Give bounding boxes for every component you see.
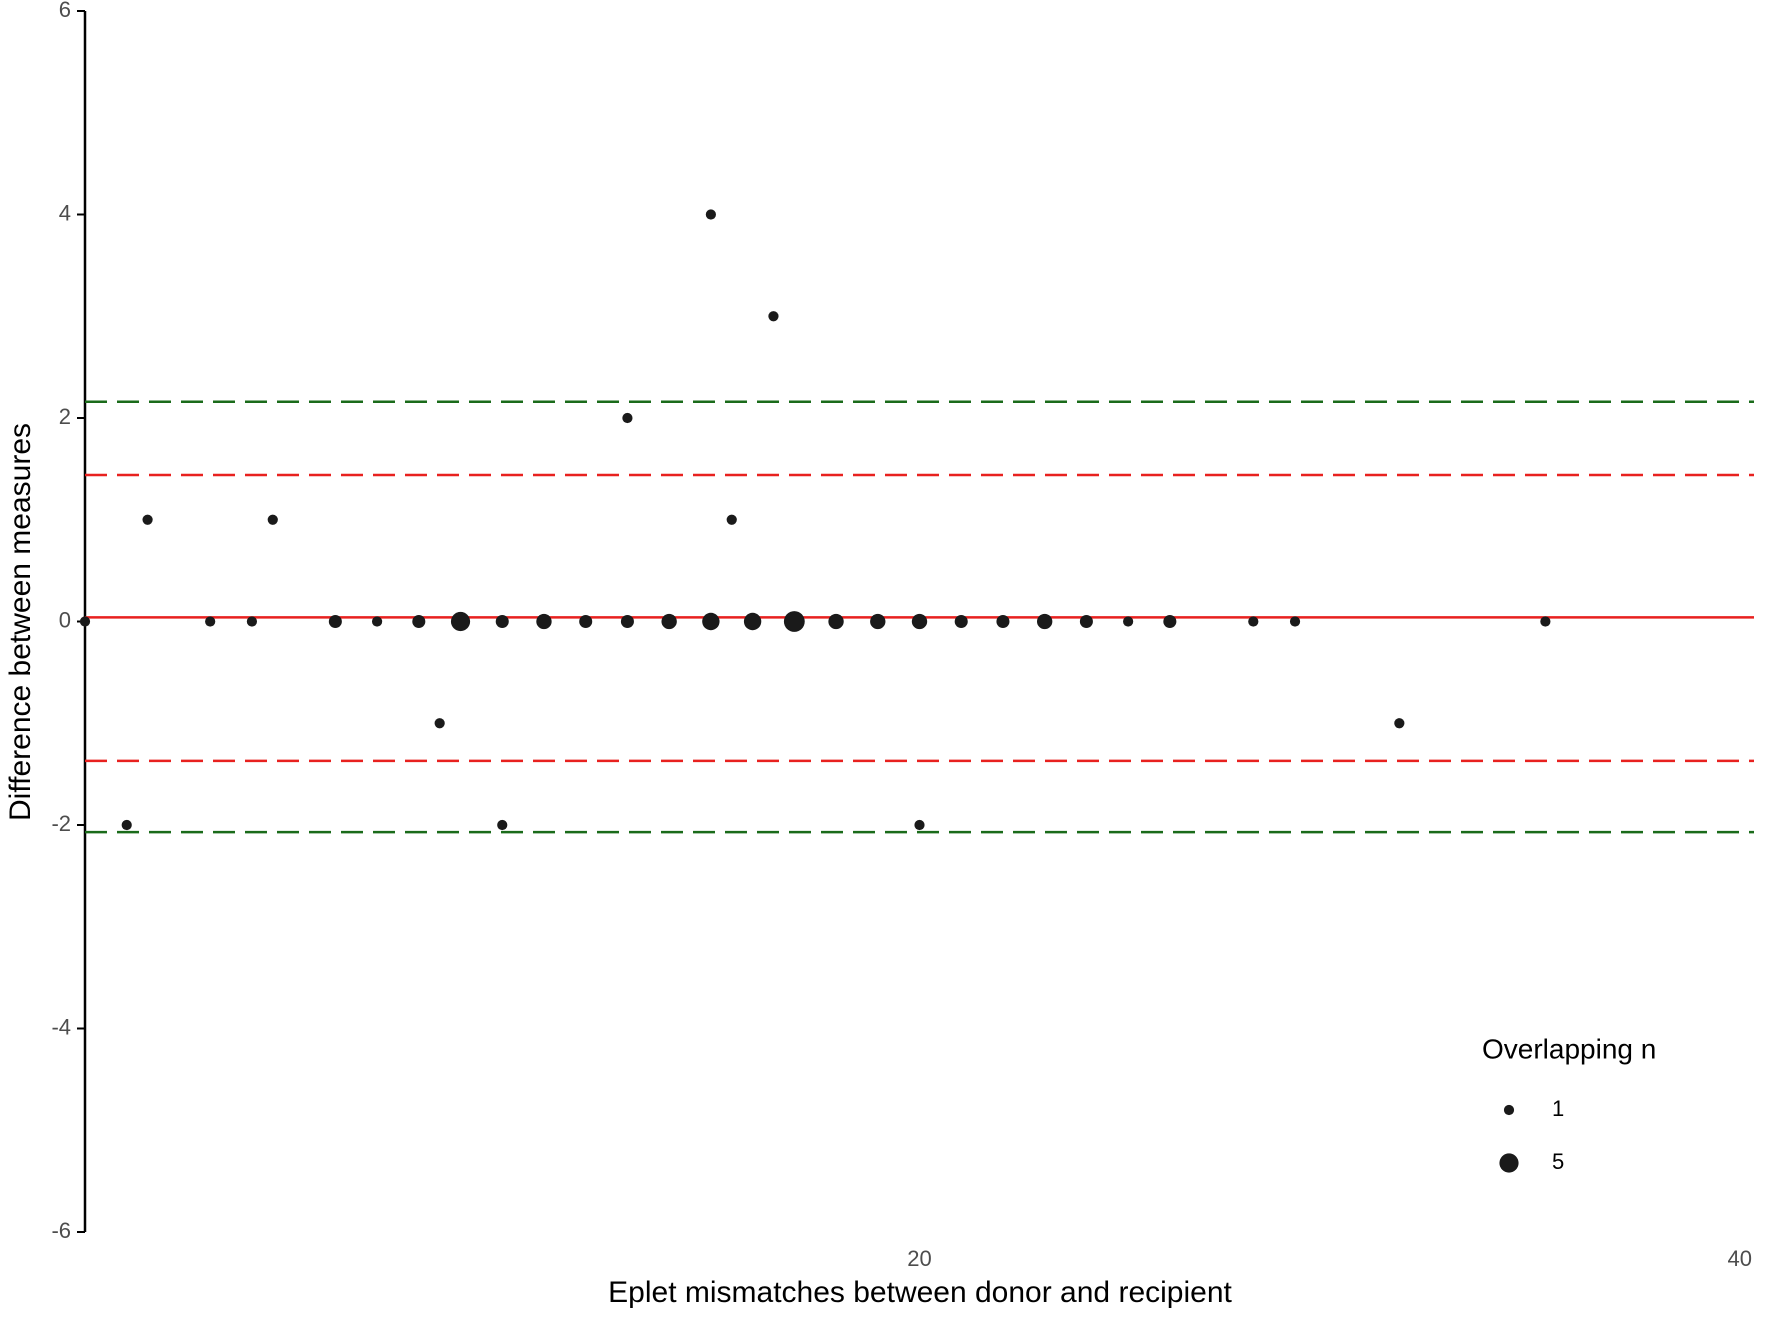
point: [1123, 616, 1134, 627]
y-tick-label: 2: [59, 404, 71, 429]
point: [911, 613, 928, 630]
point: [79, 616, 91, 627]
x-tick-label: 20: [907, 1246, 931, 1271]
point: [1248, 616, 1259, 627]
legend-label: 1: [1552, 1096, 1564, 1121]
y-axis-title: Difference between measures: [4, 423, 37, 821]
point: [121, 819, 132, 831]
legend-label: 5: [1552, 1149, 1564, 1174]
point: [1289, 616, 1301, 627]
point: [434, 718, 445, 729]
point: [497, 819, 508, 831]
point: [495, 614, 509, 629]
y-tick-label: -2: [51, 811, 71, 836]
x-axis-title: Eplet mismatches between donor and recip…: [608, 1276, 1232, 1309]
point: [783, 611, 805, 632]
point: [702, 612, 720, 631]
point: [996, 614, 1010, 629]
legend-symbol: [1503, 1104, 1515, 1116]
legend-symbol: [1499, 1153, 1519, 1173]
y-tick-label: 6: [59, 0, 71, 22]
point: [142, 514, 153, 525]
point: [412, 614, 426, 629]
point: [954, 614, 968, 629]
point: [622, 412, 633, 424]
point: [1394, 718, 1405, 729]
point: [743, 612, 762, 631]
point: [536, 613, 552, 630]
point: [914, 819, 925, 831]
point: [705, 209, 716, 220]
y-tick-label: 0: [59, 607, 71, 632]
y-tick-label: 4: [59, 200, 71, 225]
y-tick-label: -4: [51, 1014, 71, 1039]
point: [579, 614, 593, 629]
point: [328, 614, 342, 629]
point: [620, 614, 634, 629]
x-tick-label: 40: [1728, 1246, 1752, 1271]
point: [726, 514, 737, 525]
point: [1540, 616, 1551, 627]
legend-title: Overlapping n: [1482, 1033, 1656, 1064]
point: [1036, 613, 1053, 630]
point: [768, 311, 779, 322]
point: [870, 613, 886, 630]
point: [371, 616, 383, 627]
point: [828, 613, 844, 630]
point: [205, 616, 216, 627]
y-tick-label: -6: [51, 1218, 71, 1243]
point: [661, 613, 677, 630]
point: [1079, 614, 1093, 629]
point: [246, 616, 257, 627]
point: [267, 514, 278, 525]
point: [1163, 614, 1177, 629]
point: [450, 611, 471, 632]
